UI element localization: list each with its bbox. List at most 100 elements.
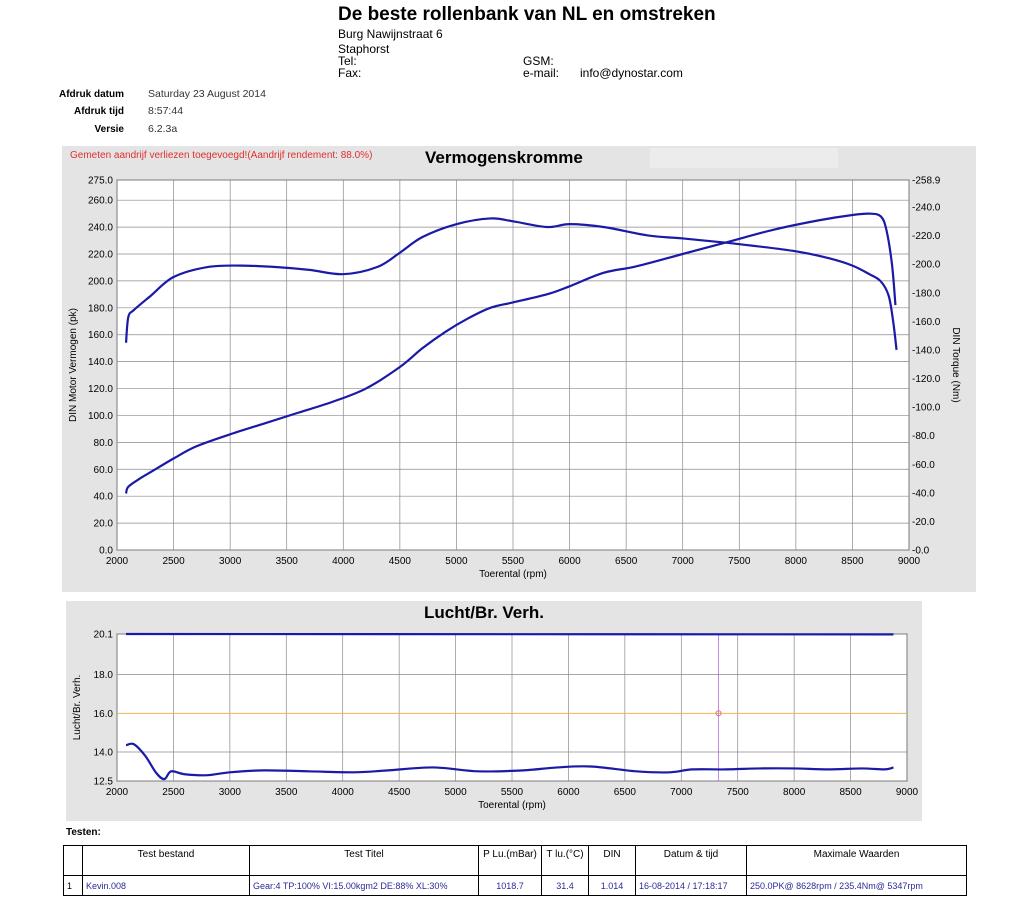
series-line-1 <box>124 212 897 494</box>
x-tick-label: 5000 <box>444 787 467 798</box>
y-tick-label: 160.0 <box>88 330 113 341</box>
col-index <box>63 845 83 876</box>
x-axis-label: Toerental (rpm) <box>479 569 547 580</box>
x-tick-label: 2000 <box>106 556 129 567</box>
y-tick-label: 20.1 <box>94 630 114 641</box>
tel-label: Tel: <box>338 54 357 68</box>
x-axis-label: Toerental (rpm) <box>478 800 546 811</box>
y2-tick-label: -180.0 <box>912 288 941 299</box>
table-row[interactable]: 1 Kevin.008 Gear:4 TP:100% VI:15.00kgm2 … <box>63 875 967 896</box>
y-tick-label: 240.0 <box>88 223 113 234</box>
x-tick-label: 8500 <box>841 556 864 567</box>
x-tick-label: 7000 <box>672 556 695 567</box>
x-tick-label: 4000 <box>332 787 355 798</box>
print-date-label: Afdruk datum <box>59 89 124 100</box>
cell-test-file: Kevin.008 <box>82 875 250 896</box>
y-tick-label: 20.0 <box>94 519 114 530</box>
y-tick-label: 180.0 <box>88 303 113 314</box>
address: Burg Nawijnstraat 6 <box>338 27 443 41</box>
y2-tick-label: -40.0 <box>912 488 935 499</box>
x-tick-label: 3500 <box>275 787 298 798</box>
gsm-label: GSM: <box>523 54 554 68</box>
y2-axis-label: DIN Torque (Nm) <box>950 327 961 402</box>
y2-tick-label: -20.0 <box>912 517 935 528</box>
col-din: DIN <box>588 845 636 876</box>
col-test-title: Test Titel <box>249 845 479 876</box>
city: Staphorst <box>338 42 390 56</box>
drive-loss-warning: Gemeten aandrijf verliezen toegevoegd!(A… <box>70 150 373 161</box>
col-air-temp: T lu.(°C) <box>541 845 589 876</box>
version-value: 6.2.3a <box>148 123 178 135</box>
x-tick-label: 4500 <box>389 556 412 567</box>
y2-tick-label: -140.0 <box>912 345 941 356</box>
y2-tick-label: -160.0 <box>912 317 941 328</box>
y2-tick-label: -220.0 <box>912 231 941 242</box>
x-tick-label: 2500 <box>162 787 185 798</box>
x-tick-label: 8500 <box>839 787 862 798</box>
afr-chart-title: Lucht/Br. Verh. <box>424 603 544 622</box>
y2-tick-label: -240.0 <box>912 203 941 214</box>
col-test-file: Test bestand <box>82 845 250 876</box>
afr-chart: 2000 2500 3000 3500 4000 4500 5000 5500 6000 6500… <box>72 630 919 812</box>
tests-header-row: Test bestand Test Titel P Lu.(mBar) T lu… <box>63 845 967 876</box>
email-label: e-mail: <box>523 66 560 80</box>
x-tick-label: 6500 <box>615 556 638 567</box>
x-tick-label: 3000 <box>219 787 242 798</box>
y2-tick-label: -120.0 <box>912 374 941 385</box>
x-tick-label: 5500 <box>502 556 525 567</box>
x-tick-label: 2500 <box>162 556 185 567</box>
y2-tick-label: -200.0 <box>912 260 941 271</box>
y-tick-label: 40.0 <box>94 492 114 503</box>
y-tick-label: 12.5 <box>94 777 114 788</box>
cell-test-title: Gear:4 TP:100% VI:15.00kgm2 DE:88% XL:30… <box>249 875 479 896</box>
y2-tick-label: -80.0 <box>912 431 935 442</box>
x-tick-label: 4500 <box>388 787 411 798</box>
col-datetime: Datum & tijd <box>635 845 747 876</box>
x-tick-label: 9000 <box>896 787 919 798</box>
tests-label: Testen: <box>66 827 101 838</box>
y-tick-label: 0.0 <box>99 546 113 557</box>
y2-tick-label: -60.0 <box>912 460 935 471</box>
y-tick-label: 80.0 <box>94 438 114 449</box>
fax-label: Fax: <box>338 66 362 80</box>
x-tick-label: 8000 <box>785 556 808 567</box>
y-tick-label: 140.0 <box>88 357 113 368</box>
page-title: De beste rollenbank van NL en omstreken <box>338 4 716 25</box>
y-tick-label: 18.0 <box>94 670 114 681</box>
y-tick-label: 275.0 <box>88 176 113 187</box>
cell-din: 1.014 <box>588 875 636 896</box>
x-tick-label: 8000 <box>783 787 806 798</box>
power-chart-title: Vermogenskromme <box>425 148 583 167</box>
email-value: info@dynostar.com <box>580 66 683 80</box>
y-axis-label: Lucht/Br. Verh. <box>72 675 83 741</box>
cell-datetime: 16-08-2014 / 17:18:17 <box>635 875 747 896</box>
cell-air-pressure: 1018.7 <box>478 875 542 896</box>
x-tick-label: 3500 <box>276 556 299 567</box>
x-tick-label: 3000 <box>219 556 242 567</box>
cell-air-temp: 31.4 <box>541 875 589 896</box>
x-tick-label: 7500 <box>728 556 751 567</box>
cell-max-values: 250.0PK@ 8628rpm / 235.4Nm@ 5347rpm <box>746 875 967 896</box>
x-tick-label: 5000 <box>445 556 468 567</box>
x-tick-label: 9000 <box>898 556 921 567</box>
cell-index: 1 <box>63 875 83 896</box>
power-chart: 2000 2500 3000 3500 4000 4500 5000 5500 6000 6500… <box>68 176 961 581</box>
y-tick-label: 120.0 <box>88 384 113 395</box>
y-tick-label: 260.0 <box>88 196 113 207</box>
legend-box <box>650 148 838 168</box>
y-tick-label: 16.0 <box>94 709 114 720</box>
y2-tick-label: -0.0 <box>912 546 930 557</box>
y-axis-label: DIN Motor Vermogen (pk) <box>68 308 79 422</box>
series-line-2 <box>125 742 894 781</box>
version-label: Versie <box>94 124 124 135</box>
x-tick-label: 6500 <box>614 787 637 798</box>
y-tick-label: 14.0 <box>94 747 114 758</box>
cursor-marker <box>715 710 722 717</box>
print-time-label: Afdruk tijd <box>74 106 124 117</box>
x-tick-label: 6000 <box>558 556 581 567</box>
y-tick-label: 220.0 <box>88 250 113 261</box>
x-tick-label: 7000 <box>670 787 693 798</box>
col-air-pressure: P Lu.(mBar) <box>478 845 542 876</box>
print-time-value: 8:57:44 <box>148 105 184 117</box>
y-tick-label: 200.0 <box>88 276 113 287</box>
